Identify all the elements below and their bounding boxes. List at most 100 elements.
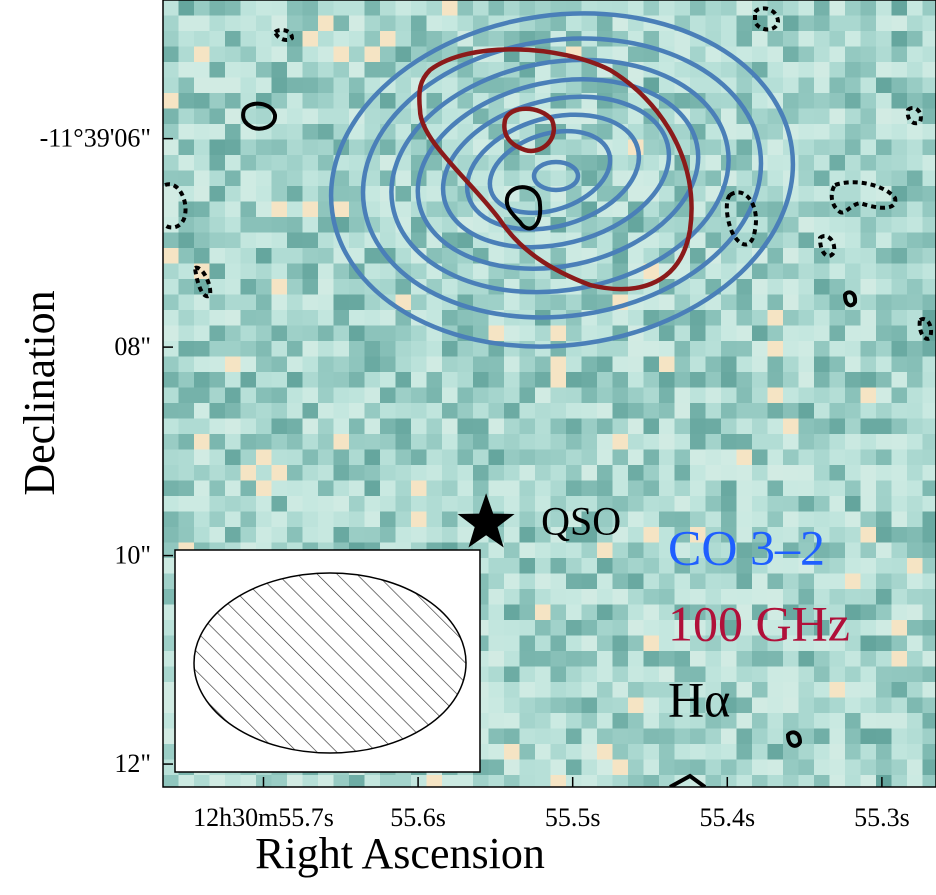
x-tick-label: 55.5s <box>545 803 601 832</box>
image-pixel <box>303 155 319 171</box>
image-pixel <box>799 310 815 326</box>
image-pixel <box>597 713 613 729</box>
image-pixel <box>892 651 908 667</box>
image-pixel <box>876 744 892 760</box>
image-pixel <box>907 47 923 63</box>
image-pixel <box>349 527 365 543</box>
image-pixel <box>690 279 706 295</box>
image-pixel <box>225 496 241 512</box>
image-pixel <box>861 667 877 683</box>
image-pixel <box>752 574 768 590</box>
image-pixel <box>628 388 644 404</box>
image-pixel <box>613 155 629 171</box>
image-pixel <box>582 543 598 559</box>
image-pixel <box>675 574 691 590</box>
image-pixel <box>721 775 737 791</box>
image-pixel <box>892 372 908 388</box>
image-pixel <box>194 388 210 404</box>
image-pixel <box>721 481 737 497</box>
image-pixel <box>225 512 241 528</box>
image-pixel <box>923 109 936 125</box>
image-pixel <box>303 78 319 94</box>
image-pixel <box>628 620 644 636</box>
image-pixel <box>427 388 443 404</box>
image-pixel <box>659 372 675 388</box>
image-pixel <box>644 450 660 466</box>
image-pixel <box>799 248 815 264</box>
image-pixel <box>876 341 892 357</box>
image-pixel <box>458 310 474 326</box>
image-pixel <box>644 341 660 357</box>
image-pixel <box>225 93 241 109</box>
image-pixel <box>799 744 815 760</box>
image-pixel <box>892 295 908 311</box>
image-pixel <box>349 341 365 357</box>
image-pixel <box>582 636 598 652</box>
image-pixel <box>365 264 381 280</box>
image-pixel <box>659 434 675 450</box>
image-pixel <box>380 279 396 295</box>
image-pixel <box>442 512 458 528</box>
image-pixel <box>597 341 613 357</box>
image-pixel <box>427 171 443 187</box>
image-pixel <box>659 326 675 342</box>
image-pixel <box>272 357 288 373</box>
image-pixel <box>690 729 706 745</box>
image-pixel <box>303 465 319 481</box>
image-pixel <box>876 605 892 621</box>
image-pixel <box>287 341 303 357</box>
image-pixel <box>225 527 241 543</box>
image-pixel <box>923 760 936 776</box>
image-pixel <box>861 651 877 667</box>
image-pixel <box>551 636 567 652</box>
image-pixel <box>861 682 877 698</box>
image-pixel <box>706 481 722 497</box>
image-pixel <box>644 605 660 621</box>
image-pixel <box>861 419 877 435</box>
image-pixel <box>566 388 582 404</box>
image-pixel <box>225 109 241 125</box>
image-pixel <box>504 171 520 187</box>
image-pixel <box>241 264 257 280</box>
image-pixel <box>551 388 567 404</box>
image-pixel <box>225 16 241 32</box>
image-pixel <box>876 388 892 404</box>
image-pixel <box>907 248 923 264</box>
image-pixel <box>659 651 675 667</box>
image-pixel <box>489 589 505 605</box>
image-pixel <box>628 0 644 16</box>
image-pixel <box>442 465 458 481</box>
image-pixel <box>659 295 675 311</box>
image-pixel <box>163 326 179 342</box>
image-pixel <box>892 481 908 497</box>
image-pixel <box>520 744 536 760</box>
image-pixel <box>365 450 381 466</box>
image-pixel <box>535 605 551 621</box>
image-pixel <box>225 155 241 171</box>
image-pixel <box>597 372 613 388</box>
image-pixel <box>907 465 923 481</box>
image-pixel <box>876 450 892 466</box>
image-pixel <box>458 403 474 419</box>
image-pixel <box>737 682 753 698</box>
image-pixel <box>768 434 784 450</box>
image-pixel <box>396 357 412 373</box>
image-pixel <box>582 403 598 419</box>
image-pixel <box>303 31 319 47</box>
image-pixel <box>814 140 830 156</box>
image-pixel <box>473 372 489 388</box>
image-pixel <box>256 109 272 125</box>
image-pixel <box>520 403 536 419</box>
image-pixel <box>520 760 536 776</box>
image-pixel <box>706 16 722 32</box>
image-pixel <box>923 202 936 218</box>
image-pixel <box>582 450 598 466</box>
image-pixel <box>241 527 257 543</box>
image-pixel <box>566 434 582 450</box>
image-pixel <box>628 248 644 264</box>
image-pixel <box>907 434 923 450</box>
image-pixel <box>876 31 892 47</box>
image-pixel <box>504 357 520 373</box>
y-tick-label: 12" <box>114 749 151 778</box>
image-pixel <box>907 341 923 357</box>
